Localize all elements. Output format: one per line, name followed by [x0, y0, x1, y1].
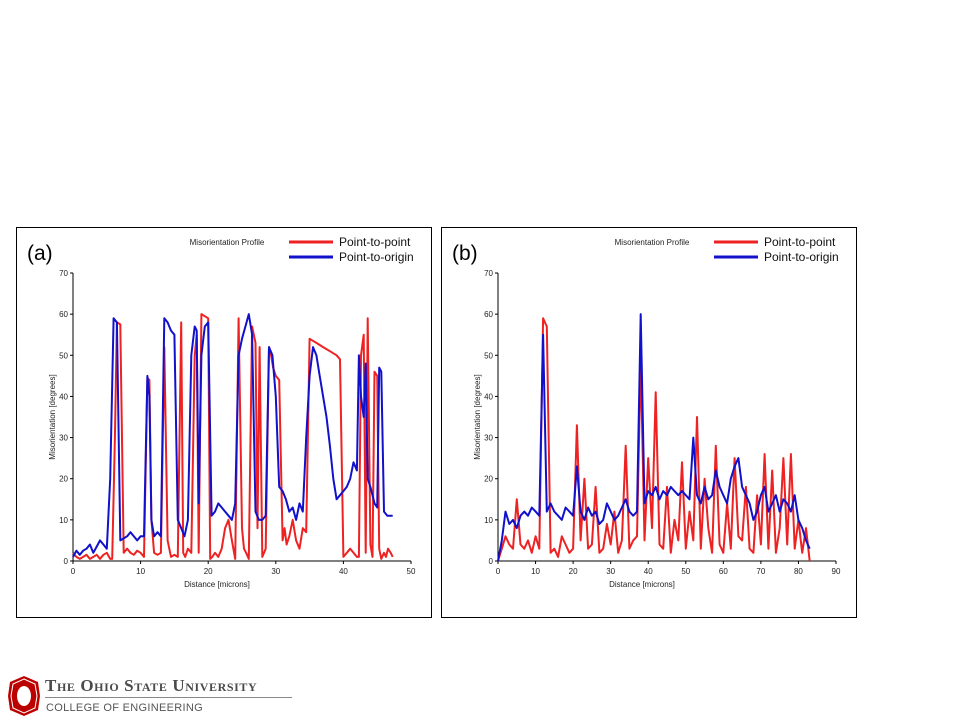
block-o-logo-icon	[8, 676, 40, 716]
x-tick-label: 90	[832, 567, 841, 576]
y-tick-label: 20	[484, 475, 493, 484]
x-tick-label: 30	[606, 567, 615, 576]
y-axis-label: Misorientation [degrees]	[473, 374, 482, 459]
x-tick-label: 20	[569, 567, 578, 576]
panel-label: (a)	[27, 242, 53, 265]
series-point-to-origin-line	[497, 313, 811, 562]
x-axis-label: Distance [microns]	[609, 580, 675, 589]
y-tick-label: 0	[489, 557, 494, 566]
x-tick-label: 40	[644, 567, 653, 576]
y-tick-label: 30	[59, 434, 68, 443]
college-name: COLLEGE OF ENGINEERING	[46, 702, 203, 714]
x-tick-label: 50	[681, 567, 690, 576]
chart-panel-a: (a) Misorientation Profile Point-to-point P…	[16, 227, 432, 618]
x-tick-label: 10	[136, 567, 145, 576]
series-point-to-point-line	[497, 317, 811, 562]
chart-title: Misorientation Profile	[615, 238, 690, 247]
x-tick-label: 0	[71, 567, 76, 576]
series-point-to-origin-line	[72, 313, 393, 558]
x-tick-label: 70	[756, 567, 765, 576]
x-tick-label: 60	[719, 567, 728, 576]
y-tick-label: 20	[59, 475, 68, 484]
x-tick-label: 0	[496, 567, 501, 576]
legend-label: Point-to-point	[764, 235, 836, 249]
osu-footer	[0, 668, 300, 720]
y-tick-label: 60	[59, 310, 68, 319]
misorientation-chart-b: (b) Misorientation Profile Point-to-pointP…	[452, 235, 841, 589]
university-name: The Ohio State University	[45, 676, 258, 695]
x-tick-label: 10	[531, 567, 540, 576]
x-tick-label: 80	[794, 567, 803, 576]
y-tick-label: 70	[484, 269, 493, 278]
chart-panel-b: (b) Misorientation Profile Point-to-point P…	[441, 227, 857, 618]
x-tick-label: 40	[339, 567, 348, 576]
series-point-to-point-line	[72, 313, 394, 560]
x-tick-label: 30	[271, 567, 280, 576]
chart-title: Misorientation Profile	[190, 238, 265, 247]
legend-label: Point-to-origin	[764, 250, 839, 264]
legend-label: Point-to-point	[339, 235, 411, 249]
y-tick-label: 50	[59, 351, 68, 360]
y-axis-label: Misorientation [degrees]	[48, 374, 57, 459]
misorientation-chart-a: (a) Misorientation Profile Point-to-pointP…	[27, 235, 416, 589]
x-tick-label: 50	[407, 567, 416, 576]
y-tick-label: 30	[484, 434, 493, 443]
y-tick-label: 50	[484, 351, 493, 360]
legend-label: Point-to-origin	[339, 250, 414, 264]
y-tick-label: 60	[484, 310, 493, 319]
x-axis-label: Distance [microns]	[184, 580, 250, 589]
y-tick-label: 40	[484, 392, 493, 401]
y-tick-label: 40	[59, 392, 68, 401]
y-tick-label: 0	[64, 557, 69, 566]
y-tick-label: 10	[484, 516, 493, 525]
y-tick-label: 10	[59, 516, 68, 525]
x-tick-label: 20	[204, 567, 213, 576]
y-tick-label: 70	[59, 269, 68, 278]
footer-divider	[45, 697, 292, 698]
panel-label: (b)	[452, 242, 478, 265]
